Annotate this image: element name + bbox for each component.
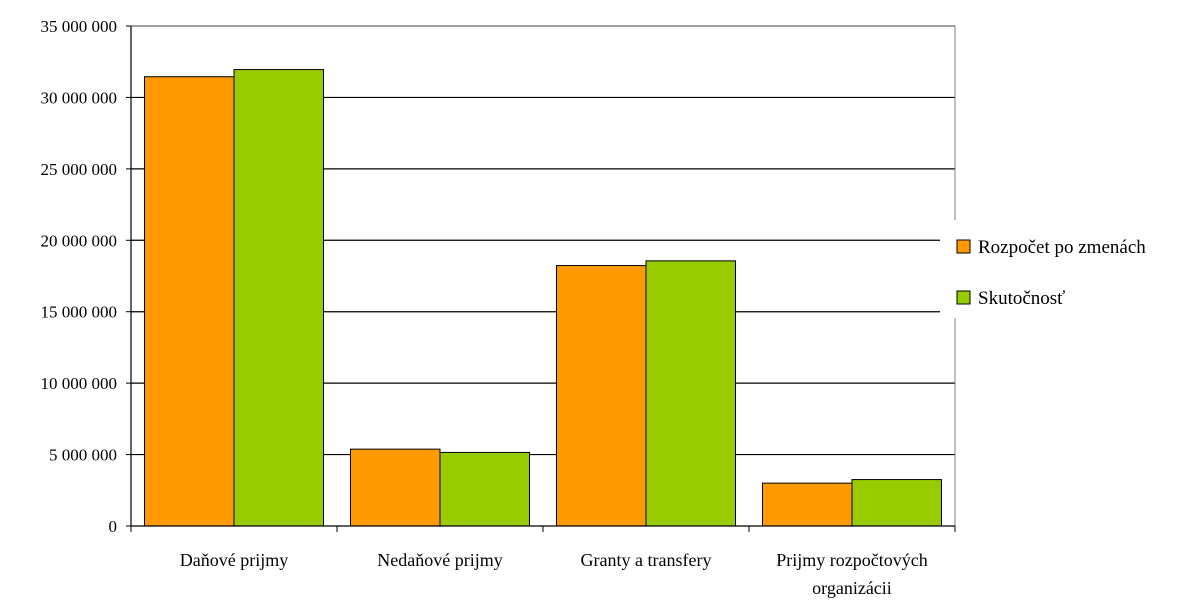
x-category-label: Nedaňové prijmy [377, 550, 502, 570]
y-tick-label: 0 [109, 517, 118, 536]
legend-label-skutocnost: Skutočnosť [978, 288, 1065, 309]
bars [144, 69, 942, 527]
bar-rozpocet [350, 448, 441, 527]
y-tick-label: 10 000 000 [41, 374, 118, 393]
bar-rozpocet [144, 76, 235, 527]
x-category-label: organizácii [812, 578, 892, 598]
bar-skutocnost [851, 479, 942, 527]
legend: Rozpočet po zmenách Skutočnosť [940, 220, 1199, 318]
bar-rozpocet [762, 482, 853, 527]
legend-swatch-rozpocet [956, 239, 971, 254]
bar-skutocnost [645, 260, 736, 527]
bar-rozpocet [556, 265, 647, 527]
y-tick-label: 15 000 000 [41, 303, 118, 322]
y-tick-labels: 0 5 000 000 10 000 000 15 000 000 20 000 000… [41, 17, 118, 536]
x-category-label: Granty a transfery [581, 550, 712, 570]
x-category-label: Daňové prijmy [180, 550, 288, 570]
y-tick-label: 35 000 000 [41, 17, 118, 36]
legend-label-rozpocet: Rozpočet po zmenách [978, 237, 1146, 258]
y-tick-label: 20 000 000 [41, 231, 118, 250]
legend-swatch-skutocnost [956, 290, 971, 305]
y-tick-label: 5 000 000 [49, 446, 117, 465]
bar-skutocnost [439, 451, 530, 527]
y-tick-label: 30 000 000 [41, 88, 118, 107]
bar-skutocnost [233, 69, 324, 527]
y-tick-label: 25 000 000 [41, 160, 118, 179]
x-category-label: Prijmy rozpočtových [776, 550, 927, 570]
legend-background [940, 220, 1199, 318]
x-category-labels: Daňové prijmy Nedaňové prijmy Granty a tra… [180, 550, 928, 598]
